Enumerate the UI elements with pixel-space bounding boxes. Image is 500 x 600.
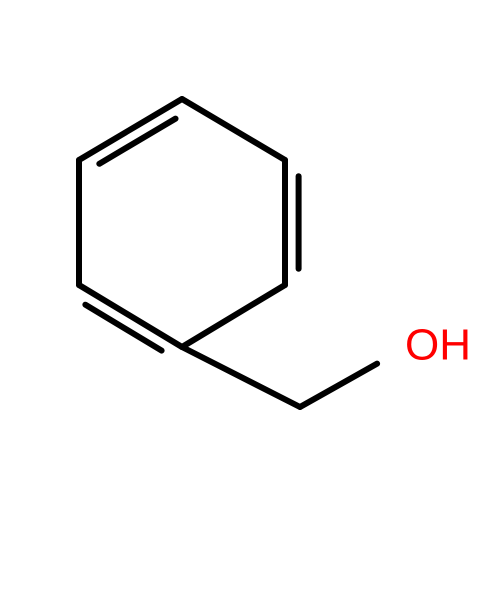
atom-label-oh: OH [405, 321, 471, 370]
bond-line [182, 99, 285, 160]
bond-line [182, 347, 300, 407]
molecule-svg: OH [0, 0, 500, 600]
bond-line [300, 364, 377, 407]
bond-line [79, 99, 182, 160]
bond-line [182, 285, 285, 347]
molecule-diagram: OH [0, 0, 500, 600]
bond-line [79, 285, 182, 347]
